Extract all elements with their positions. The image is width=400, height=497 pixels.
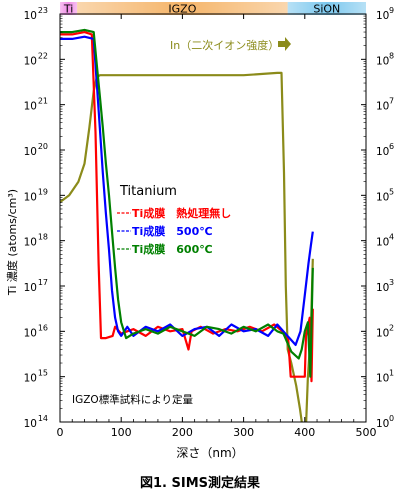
y-right-tick-exponent: 3 bbox=[389, 278, 394, 287]
y-right-tick-label: 10 bbox=[376, 282, 389, 294]
y-left-tick-exponent: 15 bbox=[38, 369, 48, 378]
x-axis-label: 深さ（nm） bbox=[176, 446, 243, 460]
y-left-tick-label: 10 bbox=[24, 237, 37, 249]
y-left-tick-exponent: 23 bbox=[38, 6, 48, 15]
y-right-tick-exponent: 2 bbox=[389, 323, 394, 332]
x-tick-label: 500 bbox=[356, 426, 377, 439]
y-left-tick-exponent: 18 bbox=[38, 233, 48, 242]
legend: Titanium Ti成膜 熱処理無し Ti成膜 500℃ Ti成膜 600℃ bbox=[117, 184, 231, 256]
y-left-tick-exponent: 19 bbox=[38, 187, 48, 196]
x-tick-label: 400 bbox=[294, 426, 315, 439]
y-right-tick-exponent: 8 bbox=[389, 51, 394, 60]
y-axis-label: Ti 濃度 (atoms/cm³) bbox=[5, 189, 19, 296]
series-line-0 bbox=[60, 31, 314, 383]
x-tick-label: 300 bbox=[233, 426, 254, 439]
y-left-tick-exponent: 14 bbox=[38, 414, 48, 423]
y-right-tick-label: 10 bbox=[376, 10, 389, 22]
y-left-tick-label: 10 bbox=[24, 55, 37, 67]
y-right-tick-label: 10 bbox=[376, 373, 389, 385]
y-right-tick-exponent: 5 bbox=[389, 187, 394, 196]
y-right-tick-label: 10 bbox=[376, 418, 389, 430]
y-left-tick-label: 10 bbox=[24, 327, 37, 339]
plot-frame bbox=[59, 13, 367, 423]
in-series-label: In（二次イオン強度） bbox=[170, 38, 279, 52]
y-left-tick-label: 10 bbox=[24, 146, 37, 158]
layer-label-igzo: IGZO bbox=[168, 3, 196, 16]
y-right-tick-exponent: 0 bbox=[389, 414, 394, 423]
y-right-tick-label: 10 bbox=[376, 146, 389, 158]
y-right-tick-exponent: 9 bbox=[389, 6, 394, 15]
y-right-tick-label: 10 bbox=[376, 101, 389, 113]
legend-entry-0: Ti成膜 熱処理無し bbox=[132, 206, 231, 220]
legend-entry-1: Ti成膜 500℃ bbox=[132, 224, 213, 238]
layer-igzo bbox=[77, 2, 288, 15]
y-right-tick-label: 10 bbox=[376, 55, 389, 67]
series-line-1 bbox=[60, 35, 314, 346]
layer-ti bbox=[60, 2, 78, 15]
x-tick-label: 200 bbox=[172, 426, 193, 439]
legend-title: Titanium bbox=[119, 184, 177, 199]
y-left-tick-label: 10 bbox=[24, 282, 37, 294]
x-tick-label: 100 bbox=[111, 426, 132, 439]
legend-entry-2: Ti成膜 600℃ bbox=[132, 242, 213, 256]
y-right-tick-exponent: 7 bbox=[389, 97, 394, 106]
series-line-2 bbox=[60, 28, 314, 378]
plot-area bbox=[60, 28, 314, 422]
y-left-tick-label: 10 bbox=[24, 10, 37, 22]
series-line-3 bbox=[60, 71, 314, 422]
y-left-tick-exponent: 16 bbox=[38, 323, 48, 332]
y-right-tick-exponent: 4 bbox=[389, 233, 394, 242]
y-right-tick-label: 10 bbox=[376, 327, 389, 339]
y-left-tick-exponent: 17 bbox=[38, 278, 48, 287]
x-tick-label: 0 bbox=[57, 426, 64, 439]
y-left-tick-label: 10 bbox=[24, 418, 37, 430]
y-right-tick-exponent: 6 bbox=[389, 142, 394, 151]
y-right-tick-label: 10 bbox=[376, 191, 389, 203]
layer-label-sion: SiON bbox=[313, 3, 340, 16]
y-left-tick-exponent: 20 bbox=[38, 142, 48, 151]
y-right-tick-exponent: 1 bbox=[389, 369, 394, 378]
figure-caption: 図1. SIMS測定結果 bbox=[139, 476, 260, 491]
y-left-tick-label: 10 bbox=[24, 101, 37, 113]
y-right-tick-label: 10 bbox=[376, 237, 389, 249]
y-left-tick-exponent: 21 bbox=[38, 97, 48, 106]
in-annotation: In（二次イオン強度） bbox=[170, 37, 291, 52]
y-left-tick-label: 10 bbox=[24, 373, 37, 385]
right-arrow-icon bbox=[278, 37, 291, 51]
quantification-note: IGZO標準試料により定量 bbox=[72, 393, 193, 406]
y-left-tick-exponent: 22 bbox=[38, 51, 48, 60]
layer-band: Ti IGZO SiON bbox=[60, 2, 366, 16]
layer-label-ti: Ti bbox=[63, 3, 73, 16]
layer-sion bbox=[287, 2, 366, 15]
y-left-tick-label: 10 bbox=[24, 191, 37, 203]
